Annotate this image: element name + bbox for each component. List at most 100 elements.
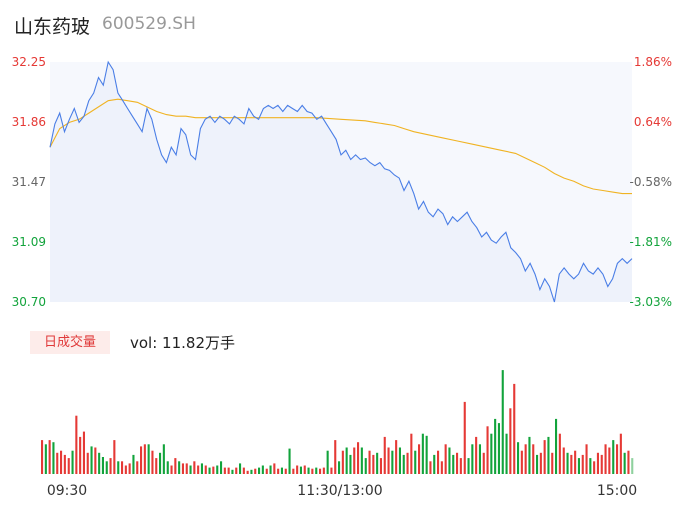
volume-bar (555, 418, 558, 474)
volume-bar (178, 461, 181, 474)
volume-bar (90, 446, 93, 474)
volume-bar (589, 458, 592, 474)
volume-bar (71, 450, 74, 474)
volume-bar (75, 415, 78, 474)
volume-bar (223, 467, 226, 474)
volume-bar (505, 433, 508, 474)
volume-bar (189, 465, 192, 474)
volume-value: 11.82万手 (162, 334, 235, 352)
volume-bar (577, 458, 580, 474)
volume-bar (513, 383, 516, 474)
volume-bar (159, 452, 162, 474)
volume-bar (265, 468, 268, 474)
volume-bar (181, 463, 184, 474)
volume-bar (448, 447, 451, 474)
volume-bar (379, 458, 382, 474)
volume-bar (341, 450, 344, 474)
volume-bar (322, 467, 325, 474)
volume-bar (437, 450, 440, 474)
volume-bar (551, 452, 554, 474)
price-tick-label: 32.25 (12, 55, 46, 69)
volume-bar (360, 447, 363, 474)
volume-bar (593, 461, 596, 474)
volume-bar (311, 468, 314, 474)
volume-tab[interactable]: 日成交量 (30, 331, 110, 354)
volume-bar (315, 467, 318, 474)
stock-code: 600529.SH (102, 14, 196, 34)
volume-bar (155, 458, 158, 474)
volume-bar (536, 454, 539, 474)
volume-bar (124, 465, 127, 474)
volume-bar (501, 370, 504, 474)
price-tick-label: 30.70 (12, 295, 46, 309)
volume-bar (52, 442, 55, 474)
volume-bar (509, 408, 512, 474)
volume-bar (387, 447, 390, 474)
volume-bar (334, 440, 337, 474)
volume-bar (174, 458, 177, 474)
volume-bar (517, 442, 520, 474)
volume-bar (486, 426, 489, 474)
volume-bar (368, 450, 371, 474)
volume-bar (296, 465, 299, 474)
volume-bar (338, 461, 341, 474)
volume-bar (109, 458, 112, 474)
volume-bar (395, 440, 398, 474)
volume-bar (539, 452, 542, 474)
volume-bar (98, 452, 101, 474)
volume-bar (143, 444, 146, 474)
volume-bar (258, 467, 261, 474)
volume-bar (532, 444, 535, 474)
volume-bar (128, 463, 131, 474)
volume-bar (132, 454, 135, 474)
volume-bar (147, 444, 150, 474)
volume-bar (239, 463, 242, 474)
volume-bar (41, 440, 44, 474)
volume-readout: vol: 11.82万手 (130, 332, 235, 353)
percent-tick-label: 0.64% (634, 115, 672, 129)
volume-bar (212, 466, 215, 474)
volume-label: vol: (130, 334, 163, 352)
avg-series-line (49, 98, 632, 195)
volume-bar (528, 436, 531, 474)
price-tick-label: 31.47 (12, 175, 46, 189)
volume-bar (410, 433, 413, 474)
volume-bar (242, 467, 245, 474)
volume-bar (471, 444, 474, 474)
volume-bar (303, 465, 306, 474)
volume-bar (166, 461, 169, 474)
volume-bar (204, 465, 207, 474)
volume-bar (570, 454, 573, 474)
avg-price-line (49, 98, 632, 195)
volume-bar (170, 465, 173, 474)
volume-bar (94, 447, 97, 474)
volume-bar (463, 401, 466, 474)
volume-bar (429, 461, 432, 474)
volume-bar (277, 468, 280, 474)
volume-bar (490, 433, 493, 474)
volume-bar (197, 465, 200, 474)
percent-tick-label: -0.58% (630, 175, 672, 189)
volume-bar (608, 447, 611, 474)
price-axis: 32.25 31.86 31.47 31.09 30.70 (12, 55, 46, 309)
volume-bar (402, 454, 405, 474)
volume-bar (330, 467, 333, 474)
volume-bar (574, 450, 577, 474)
volume-bar (273, 463, 276, 474)
volume-bar (105, 461, 108, 474)
volume-bar (307, 467, 310, 474)
volume-bar (433, 454, 436, 474)
volume-bar (216, 465, 219, 474)
price-series-line (49, 60, 633, 303)
volume-bar (357, 442, 360, 474)
volume-bar (284, 468, 287, 474)
volume-bar (121, 461, 124, 474)
volume-bar (524, 444, 527, 474)
volume-bar (136, 461, 139, 474)
time-tick-label: 11:30/13:00 (297, 483, 382, 499)
volume-bar (558, 433, 561, 474)
volume-bar (200, 463, 203, 474)
volume-bar (82, 431, 85, 474)
percent-tick-label: -3.03% (630, 295, 672, 309)
volume-bar (376, 452, 379, 474)
